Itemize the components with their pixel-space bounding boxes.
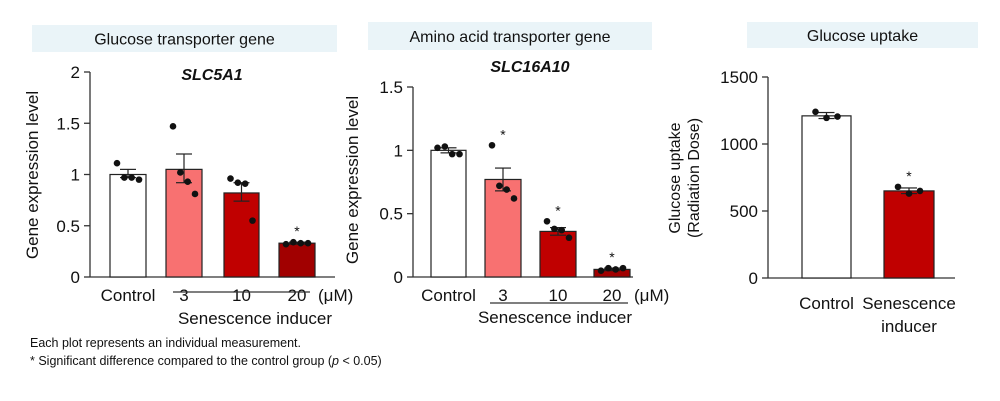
y-axis-label: Glucose uptake [667, 122, 684, 233]
group-label: Senescence inducer [478, 308, 632, 327]
data-point [823, 114, 830, 122]
data-point [241, 180, 249, 188]
panel-title-box [368, 22, 652, 50]
data-point [169, 123, 177, 130]
bar-3 [484, 178, 522, 278]
y-tick-label: 0 [394, 268, 403, 287]
data-point [605, 264, 612, 272]
y-tick-label: 1 [394, 141, 403, 160]
x-tick-label: 3 [498, 286, 507, 305]
data-point [177, 169, 184, 176]
y-tick-label: 1000 [720, 135, 758, 154]
footnote-1: Each plot represents an individual measu… [30, 336, 301, 350]
y-tick-label: 1.5 [379, 78, 403, 97]
data-point [619, 264, 627, 272]
y-tick-label: 0 [71, 268, 80, 287]
data-point [304, 239, 312, 247]
data-point [510, 195, 518, 202]
significance-asterisk: * [906, 168, 912, 184]
data-point [135, 176, 143, 183]
data-point [488, 141, 496, 149]
significance-asterisk: * [555, 202, 561, 218]
data-point [297, 239, 304, 247]
data-point [448, 150, 456, 158]
x-tick-label: Control [421, 286, 476, 305]
data-point [905, 190, 913, 197]
bar-control [801, 115, 852, 279]
footnote-2-end: < 0.05) [338, 354, 382, 368]
data-point [597, 267, 605, 274]
data-point [565, 234, 573, 242]
bar-10 [223, 192, 260, 278]
data-point [916, 187, 924, 195]
bar-senescence-inducer [883, 190, 935, 279]
x-tick-label: 20 [603, 286, 622, 305]
data-point [234, 179, 242, 186]
bar-20 [278, 242, 316, 278]
data-point [282, 240, 290, 248]
data-point [503, 186, 510, 193]
y-tick-label: 500 [730, 202, 758, 221]
x-tick-label: 10 [232, 286, 251, 305]
y-tick-label: 0.5 [379, 205, 403, 224]
data-point [184, 178, 191, 185]
y-axis-label-2: (Radiation Dose) [686, 118, 703, 238]
data-point [191, 190, 199, 198]
data-point [612, 266, 619, 273]
panel-title: Glucose transporter gene [94, 32, 275, 49]
panel-title: Glucose uptake [807, 28, 918, 45]
unit-label: (μM) [318, 286, 353, 305]
data-point [290, 238, 297, 246]
data-point [834, 113, 841, 120]
significance-asterisk: * [294, 223, 300, 239]
data-point [113, 159, 121, 167]
bar-control [109, 173, 147, 278]
x-tick-label: Control [101, 286, 156, 305]
significance-asterisk: * [609, 249, 615, 265]
data-point [496, 182, 503, 190]
bar-control [430, 149, 467, 278]
data-point [543, 217, 551, 225]
data-point [121, 174, 128, 181]
x-tick-label: 10 [549, 286, 568, 305]
data-point [894, 183, 902, 191]
y-tick-label: 1 [71, 166, 80, 185]
footnote-2-text: * Significant difference compared to the… [30, 354, 333, 368]
data-point [551, 225, 558, 233]
y-axis-label: Gene expression level [23, 91, 42, 259]
data-point [558, 226, 565, 234]
x-tick-label: inducer [881, 317, 937, 336]
gene-name: SLC5A1 [181, 67, 242, 84]
data-point [249, 217, 256, 224]
data-point [812, 108, 819, 116]
panel-title-box [32, 25, 337, 52]
gene-name: SLC16A10 [490, 59, 569, 76]
footnote-2-p: p [332, 354, 339, 368]
x-tick-label: 3 [179, 286, 188, 305]
x-tick-label: Control [799, 294, 854, 313]
y-tick-label: 0 [749, 269, 758, 288]
data-point [128, 174, 135, 181]
x-tick-label: Senescence [862, 294, 956, 313]
unit-label: (μM) [634, 286, 669, 305]
footnote-2: * Significant difference compared to the… [30, 354, 382, 368]
y-tick-label: 1.5 [56, 114, 80, 133]
data-point [227, 175, 234, 182]
y-tick-label: 0.5 [56, 217, 80, 236]
panel-title: Amino acid transporter gene [410, 29, 611, 46]
data-point [456, 150, 463, 158]
y-tick-label: 1500 [720, 68, 758, 87]
x-tick-label: 20 [288, 286, 307, 305]
group-label: Senescence inducer [178, 309, 332, 328]
significance-asterisk: * [500, 126, 506, 142]
bar-3 [165, 168, 203, 278]
data-point [441, 143, 449, 150]
y-tick-label: 2 [71, 63, 80, 82]
data-point [434, 144, 441, 152]
panel-title-box [747, 22, 978, 48]
y-axis-label: Gene expression level [343, 96, 362, 264]
